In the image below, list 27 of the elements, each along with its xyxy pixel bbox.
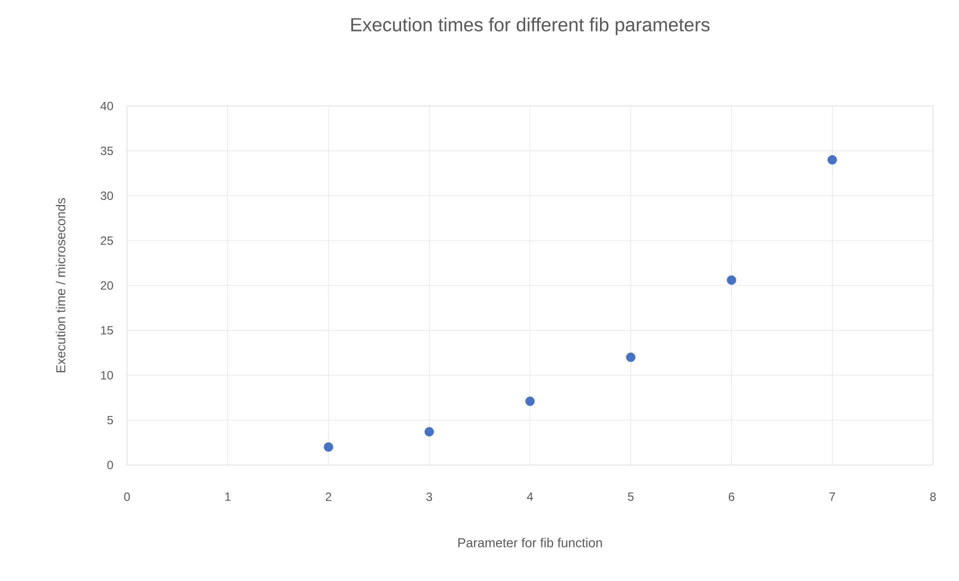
point <box>324 442 334 452</box>
y-tick-label: 20 <box>100 281 114 290</box>
y-tick-label: 30 <box>100 192 114 200</box>
x-tick-label: 8 <box>930 492 936 501</box>
y-tick-label: 35 <box>100 146 113 156</box>
y-tick-label: 0 <box>107 460 114 470</box>
y-tick-label: 15 <box>101 326 113 335</box>
y-tick-label: 40 <box>100 102 114 110</box>
x-tick-label: 3 <box>426 492 432 501</box>
point <box>525 396 535 406</box>
chart-title: Execution times for different fib parameters <box>351 18 710 36</box>
x-tick-label: 4 <box>526 492 533 501</box>
point <box>424 427 434 436</box>
y-axis-title: Execution time / microseconds <box>56 198 66 372</box>
x-tick-label: 1 <box>225 492 230 501</box>
x-tick-label: 6 <box>728 492 734 501</box>
x-tick-label: 5 <box>628 492 634 501</box>
point <box>626 352 636 362</box>
y-tick-label: 25 <box>100 236 113 245</box>
point <box>726 275 736 285</box>
point <box>828 155 837 165</box>
x-tick-label: 0 <box>124 492 130 501</box>
x-axis-title: Parameter for fib function <box>458 538 602 548</box>
x-tick-label: 2 <box>326 492 332 501</box>
y-tick-label: 10 <box>101 371 114 380</box>
x-tick-label: 7 <box>830 492 835 501</box>
y-tick-label: 5 <box>107 416 113 424</box>
